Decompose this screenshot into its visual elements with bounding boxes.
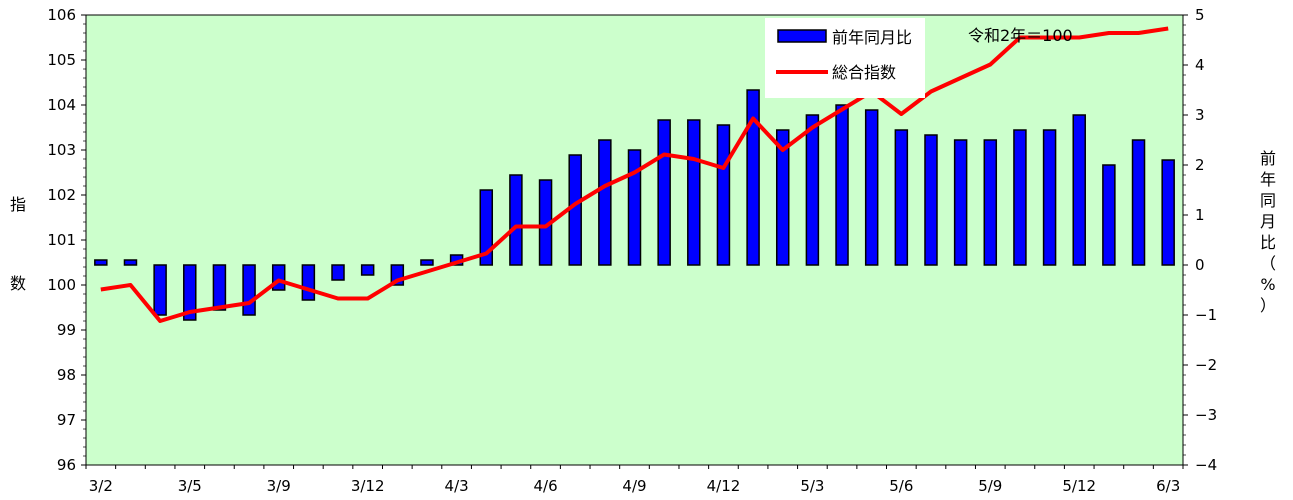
bar-yoy xyxy=(746,89,760,266)
y-right-label-char: 前 xyxy=(1260,149,1276,168)
y-left-tick-label: 98 xyxy=(57,366,76,384)
y-left-tick-label: 102 xyxy=(47,186,76,204)
bar-yoy xyxy=(775,129,790,266)
bar-yoy xyxy=(331,264,345,281)
y-right-tick-label: 4 xyxy=(1195,56,1205,74)
bar-yoy xyxy=(598,139,612,266)
legend-swatch-bar xyxy=(777,29,827,43)
bar-yoy xyxy=(1042,129,1057,266)
bar-yoy xyxy=(835,104,849,266)
bar-yoy xyxy=(420,259,434,266)
x-tick-label: 3/5 xyxy=(178,477,202,495)
legend: 前年同月比 総合指数 xyxy=(765,18,925,98)
y-right-label-char: % xyxy=(1260,275,1275,294)
x-tick-label: 4/9 xyxy=(622,477,646,495)
x-tick-label: 4/3 xyxy=(445,477,469,495)
line-composite-index xyxy=(100,26,1169,323)
legend-label-bar: 前年同月比 xyxy=(832,28,912,47)
x-tick-label: 3/2 xyxy=(89,477,113,495)
y-right-tick-label: −3 xyxy=(1195,406,1217,424)
y-left-tick-label: 105 xyxy=(47,51,76,69)
bar-yoy xyxy=(123,259,138,266)
bar-yoy xyxy=(271,264,286,291)
y-left-tick-label: 97 xyxy=(57,411,76,429)
y-left-label-char-2: 数 xyxy=(10,274,26,293)
y-right-label-char: 比 xyxy=(1260,233,1276,252)
x-tick-label: 3/12 xyxy=(351,477,385,495)
y-left-tick-label: 106 xyxy=(47,6,76,24)
bar-yoy xyxy=(479,189,494,266)
x-tick-label: 4/6 xyxy=(533,477,557,495)
y-right-label-char: 月 xyxy=(1260,212,1276,231)
bar-yoy xyxy=(1131,139,1146,266)
y-right-tick-label: 0 xyxy=(1195,256,1205,274)
x-tick-label: 4/12 xyxy=(707,477,741,495)
y-right-tick-label: −2 xyxy=(1195,356,1217,374)
y-right-tick-label: 3 xyxy=(1195,106,1205,124)
bar-yoy xyxy=(360,264,375,276)
bar-yoy xyxy=(183,264,197,321)
y-right-tick-label: 2 xyxy=(1195,156,1205,174)
y-right-tick-label: −4 xyxy=(1195,456,1217,474)
bar-yoy xyxy=(212,264,227,311)
bar-yoy xyxy=(805,114,820,266)
bar-yoy xyxy=(983,139,998,266)
x-tick-label: 5/6 xyxy=(889,477,913,495)
y-right-label-char: 年 xyxy=(1260,170,1276,189)
bar-yoy xyxy=(627,149,642,266)
bar-yoy xyxy=(1161,159,1175,266)
bar-yoy xyxy=(924,134,938,266)
y-left-tick-label: 100 xyxy=(47,276,76,294)
bar-yoy xyxy=(953,139,968,266)
bar-yoy xyxy=(1102,164,1116,266)
bar-yoy xyxy=(153,264,167,316)
y-left-label-char-1: 指 xyxy=(10,195,26,214)
y-right-tick-label: 1 xyxy=(1195,206,1205,224)
y-right-label-char: （ xyxy=(1260,254,1276,273)
base-year-note: 令和2年＝100 xyxy=(968,26,1073,45)
bar-yoy xyxy=(716,124,731,266)
y-right-tick-label: 5 xyxy=(1195,6,1205,24)
x-tick-label: 3/9 xyxy=(267,477,291,495)
y-right-label-char: 同 xyxy=(1260,191,1276,210)
bar-yoy xyxy=(509,174,523,266)
bar-yoy xyxy=(301,264,316,301)
y-right-tick-label: −1 xyxy=(1195,306,1217,324)
bar-yoy xyxy=(687,119,701,266)
y-left-tick-label: 101 xyxy=(47,231,76,249)
bar-yoy xyxy=(94,259,108,266)
x-tick-label: 5/12 xyxy=(1062,477,1096,495)
bar-yoy xyxy=(242,264,256,316)
y-left-tick-label: 103 xyxy=(47,141,76,159)
bar-yoy xyxy=(1072,114,1086,266)
x-tick-label: 6/3 xyxy=(1156,477,1180,495)
bar-yoy xyxy=(894,129,909,266)
x-tick-label: 5/3 xyxy=(800,477,824,495)
y-left-tick-label: 96 xyxy=(57,456,76,474)
bar-yoy xyxy=(1013,129,1027,266)
y-right-label-char: ） xyxy=(1260,296,1276,315)
y-left-tick-label: 99 xyxy=(57,321,76,339)
legend-label-line: 総合指数 xyxy=(832,63,896,82)
x-tick-label: 5/9 xyxy=(978,477,1002,495)
y-left-tick-label: 104 xyxy=(47,96,76,114)
bar-yoy xyxy=(568,154,582,266)
bar-yoy xyxy=(657,119,671,266)
bar-yoy xyxy=(864,109,879,266)
